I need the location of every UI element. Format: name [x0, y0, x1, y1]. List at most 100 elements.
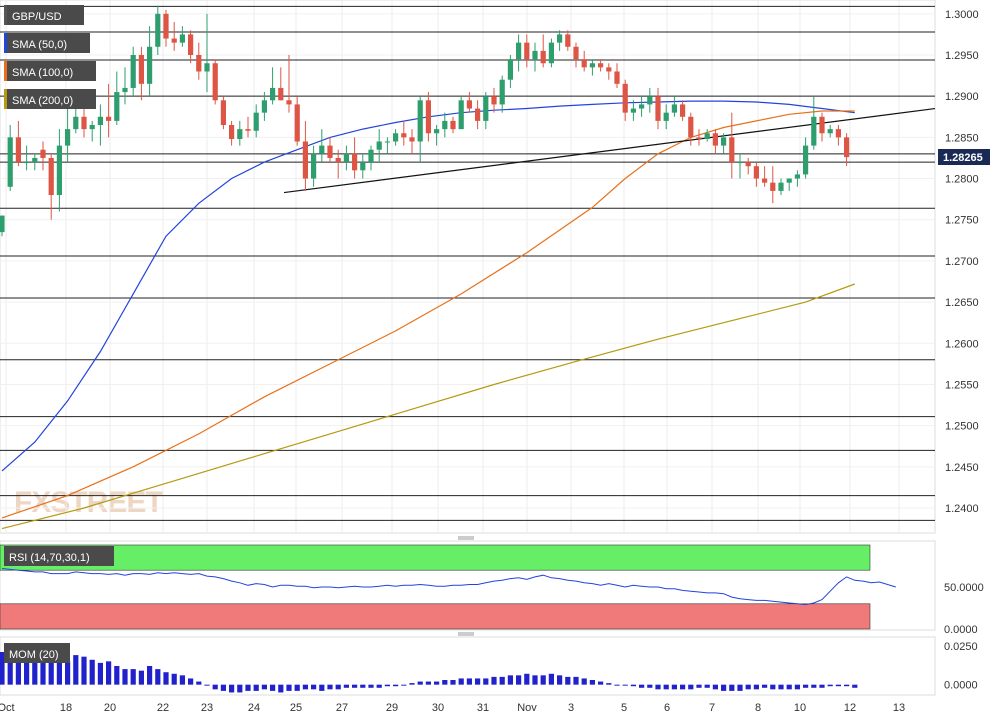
- legend-label: GBP/USD: [12, 11, 62, 23]
- x-tick-label: 8: [755, 702, 761, 714]
- candle: [434, 125, 440, 146]
- y-tick-label: 1.2900: [945, 91, 979, 103]
- candle: [130, 46, 136, 97]
- candle: [319, 129, 325, 163]
- mom-bar: [171, 673, 177, 685]
- candle: [32, 153, 38, 171]
- mom-bar: [319, 684, 325, 691]
- candle: [384, 137, 390, 154]
- candle-body: [163, 13, 169, 39]
- candle-body: [32, 157, 38, 163]
- candle-body: [721, 137, 727, 146]
- candle-body: [417, 100, 423, 142]
- candle: [581, 50, 587, 72]
- candle-body: [97, 116, 103, 126]
- mom-bar: [589, 680, 595, 685]
- candle: [753, 162, 759, 187]
- rsi-title: RSI (14,70,30,1): [9, 552, 90, 564]
- mom-bar: [147, 666, 153, 685]
- mom-bar: [278, 684, 284, 693]
- candle-body: [753, 166, 759, 179]
- legend-label: SMA (100,0): [12, 67, 73, 79]
- candle-body: [147, 46, 153, 84]
- candle-body: [475, 108, 481, 121]
- candle-body: [803, 145, 809, 175]
- x-tick-label: 25: [290, 702, 302, 714]
- candle: [622, 79, 628, 121]
- candle-body: [565, 34, 571, 47]
- candle: [803, 137, 809, 179]
- candle-body: [7, 137, 13, 187]
- legend-gbpusd[interactable]: GBP/USD: [4, 5, 84, 25]
- candle: [819, 112, 825, 142]
- candle: [270, 67, 276, 105]
- candle-body: [491, 96, 497, 105]
- candle: [680, 100, 686, 121]
- candle-body: [179, 34, 185, 43]
- candle: [565, 30, 571, 51]
- candle: [516, 34, 522, 72]
- candle: [294, 96, 300, 146]
- candle-body: [237, 129, 243, 140]
- mom-bar: [114, 666, 120, 685]
- rsi-resize-handle[interactable]: [455, 535, 477, 541]
- candle-body: [606, 67, 612, 72]
- candle-body: [540, 50, 546, 64]
- candle: [655, 87, 661, 130]
- candle-body: [409, 137, 415, 142]
- mom-bar: [220, 684, 226, 691]
- candle-body: [81, 116, 87, 130]
- candle-body: [704, 133, 710, 140]
- mom-bar: [811, 684, 817, 688]
- candle-body: [688, 116, 694, 138]
- candle: [335, 149, 341, 179]
- candle-body: [655, 96, 661, 121]
- candle: [647, 87, 653, 113]
- x-tick-label: 27: [336, 702, 348, 714]
- candle-body: [171, 38, 177, 43]
- candle: [24, 145, 30, 171]
- mom-bar: [270, 684, 276, 691]
- candle: [229, 120, 235, 146]
- mom-bar: [352, 684, 358, 688]
- legend-label: SMA (200,0): [12, 95, 73, 107]
- candle: [606, 63, 612, 80]
- mom-bar: [56, 658, 62, 685]
- candle-body: [270, 87, 276, 101]
- x-tick-label: 5: [621, 702, 627, 714]
- mom-bar: [647, 684, 653, 688]
- mom-panel: [0, 636, 936, 696]
- candle-body: [73, 116, 79, 130]
- legend-sma-100[interactable]: SMA (100,0): [4, 61, 96, 81]
- candle-body: [557, 34, 563, 43]
- mom-bar: [516, 675, 522, 685]
- mom-bar: [97, 662, 103, 685]
- candle-body: [196, 55, 202, 72]
- legend-sma-200[interactable]: SMA (200,0): [4, 89, 96, 109]
- candle: [409, 129, 415, 154]
- mom-bar: [704, 684, 710, 688]
- y-tick-label: 1.2650: [945, 297, 979, 309]
- candle: [737, 153, 743, 179]
- candle: [475, 100, 481, 130]
- candle: [401, 120, 407, 146]
- candle: [81, 104, 87, 138]
- legend-tag-bg: [4, 61, 96, 81]
- candle: [557, 30, 563, 51]
- mom-resize-handle[interactable]: [455, 631, 477, 637]
- mom-bar: [0, 652, 5, 685]
- x-tick-label: Nov: [517, 702, 537, 714]
- candle: [245, 116, 251, 138]
- mom-label: MOM (20): [4, 643, 70, 663]
- candle-body: [401, 133, 407, 138]
- y-tick-label: 1.3000: [945, 9, 979, 21]
- candle: [827, 125, 833, 138]
- trendline[interactable]: [283, 107, 936, 194]
- candle-body: [106, 116, 112, 121]
- candle: [188, 30, 194, 64]
- mom-bar: [565, 676, 571, 685]
- candle-body: [40, 149, 46, 158]
- candle: [425, 92, 431, 142]
- mom-bar: [442, 680, 448, 685]
- legend-sma-50[interactable]: SMA (50,0): [4, 33, 90, 53]
